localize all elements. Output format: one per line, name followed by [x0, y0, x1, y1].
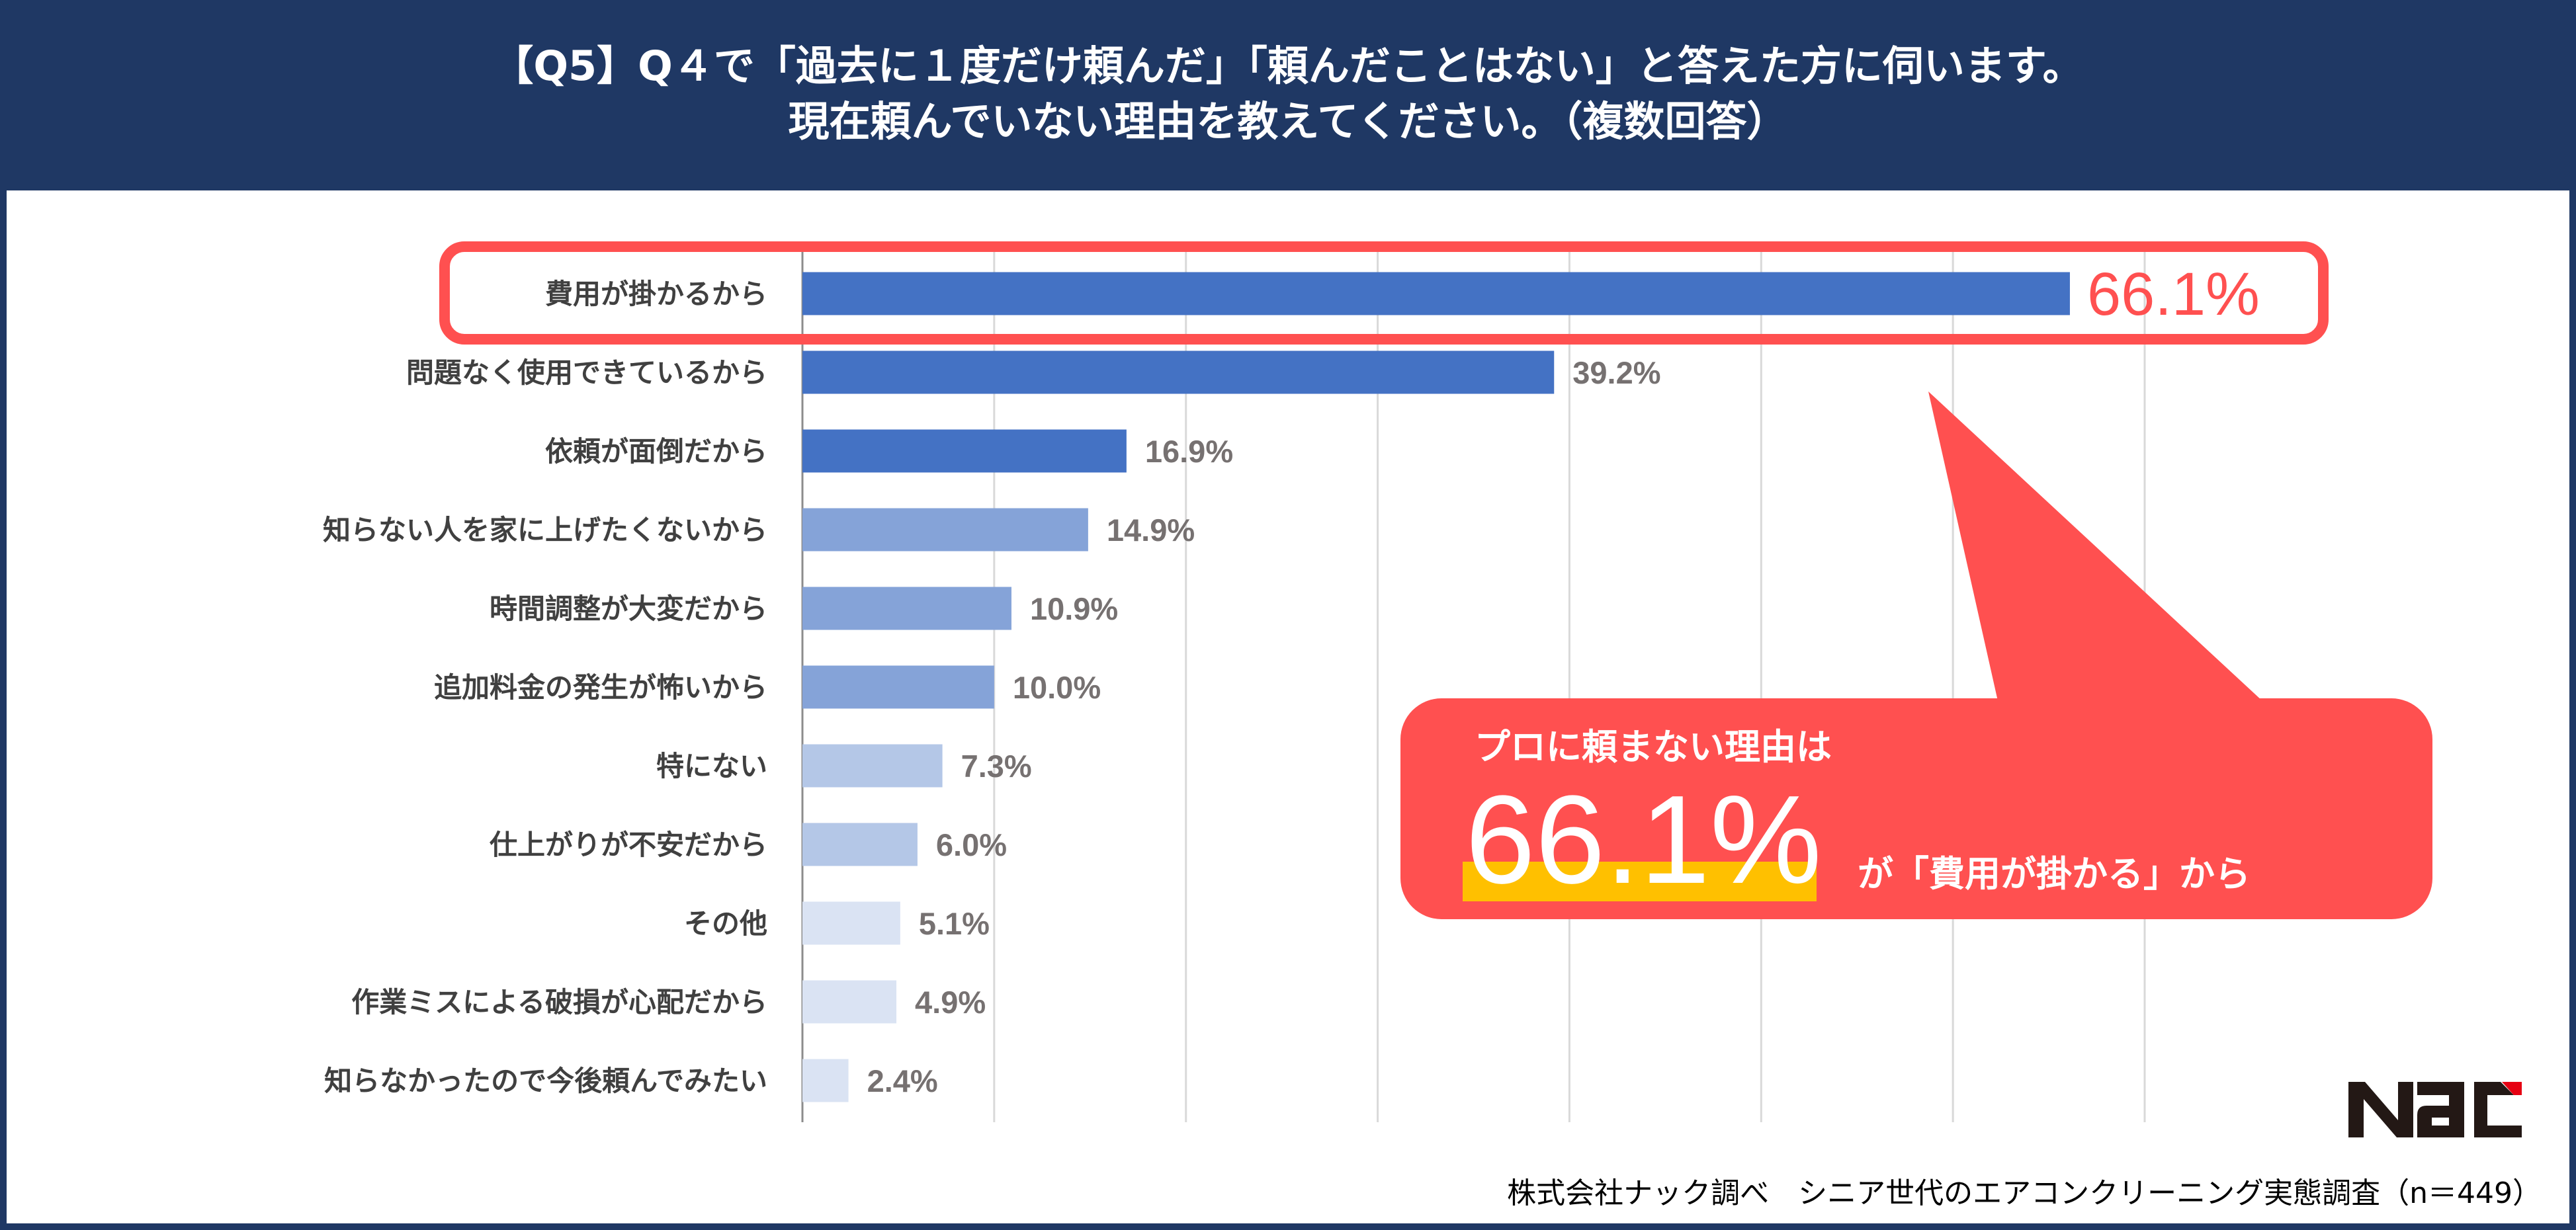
category-label: 費用が掛かるから — [545, 278, 767, 310]
nac-logo — [2348, 1082, 2522, 1137]
bar — [802, 508, 1088, 552]
callout-underline — [1463, 862, 1817, 901]
callout-line2: が「費用が掛かる」から — [1858, 853, 2251, 895]
title-line-1: 【Q5】Q４で「過去に１度だけ頼んだ」「頼んだことはない」と答えた方に伺います。 — [492, 42, 2084, 90]
data-label: 5.1% — [919, 906, 990, 941]
callout-big-value: 66.1% — [1465, 770, 1822, 910]
title-line-2: 現在頼んでいない理由を教えてください。（複数回答） — [788, 97, 1788, 145]
data-label: 2.4% — [867, 1063, 938, 1098]
callout-line1: プロに頼まない理由は — [1475, 726, 1832, 768]
data-label: 10.0% — [1013, 670, 1101, 705]
bar — [802, 587, 1011, 630]
callout-pointer — [1928, 391, 2262, 701]
bar — [802, 665, 994, 709]
header: 【Q5】Q４で「過去に１度だけ頼んだ」「頼んだことはない」と答えた方に伺います。… — [7, 7, 2569, 190]
bar — [802, 901, 900, 945]
callout: プロに頼まない理由は 66.1% が「費用が掛かる」から — [1400, 391, 2432, 919]
highlight-box — [439, 241, 2329, 345]
bar — [802, 429, 1127, 473]
category-label: 時間調整が大変だから — [490, 593, 767, 625]
category-label: 知らなかったので今後頼んでみたい — [324, 1065, 767, 1097]
bar — [802, 272, 2070, 315]
category-label: 依頼が面倒だから — [545, 435, 767, 468]
bar — [802, 744, 943, 788]
category-label: 追加料金の発生が怖いから — [434, 671, 767, 704]
highlight-value-label: 66.1% — [2087, 261, 2260, 328]
bar — [802, 980, 897, 1024]
category-label: 仕上がりが不安だから — [490, 829, 767, 861]
bar — [802, 823, 918, 866]
category-label: 問題なく使用できているから — [406, 356, 767, 389]
data-label: 7.3% — [961, 749, 1032, 784]
data-label: 10.9% — [1030, 591, 1118, 626]
data-label: 16.9% — [1145, 434, 1233, 469]
category-label: 知らない人を家に上げたくないから — [323, 514, 767, 546]
category-label: その他 — [684, 907, 767, 940]
data-label: 39.2% — [1572, 355, 1660, 390]
data-label: 4.9% — [915, 985, 986, 1020]
bar — [802, 1059, 849, 1102]
category-label: 作業ミスによる破損が心配だから — [351, 986, 767, 1018]
bar — [802, 350, 1555, 394]
category-label: 特にない — [656, 750, 767, 782]
source-footer: 株式会社ナック調べ シニア世代のエアコンクリーニング実態調査（n＝449） — [1507, 1176, 2542, 1210]
data-label: 6.0% — [936, 827, 1007, 862]
data-label: 14.9% — [1107, 512, 1195, 548]
